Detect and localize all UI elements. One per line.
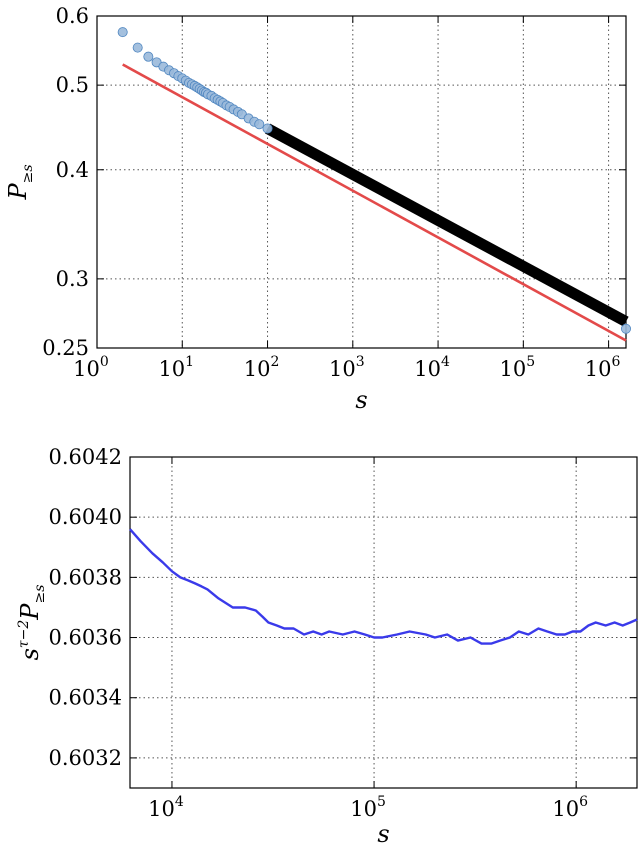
data-point	[132, 42, 143, 53]
x-axis-label: s	[355, 386, 367, 414]
x-tick-exponent: 3	[356, 354, 365, 370]
x-tick-label: 100	[73, 354, 109, 381]
data-layer	[129, 528, 638, 645]
y-tick-label: 0.6032	[49, 746, 122, 770]
x-tick-base: 10	[350, 797, 377, 821]
x-tick-exponent: 2	[270, 354, 279, 370]
y-tick-label: 0.3	[56, 267, 89, 291]
x-tick-label: 106	[585, 354, 621, 381]
x-tick-exponent: 6	[579, 794, 588, 810]
y-axis-label-superscript: τ−2	[16, 620, 32, 648]
x-tick-base: 10	[244, 357, 271, 381]
x-tick-base: 10	[414, 357, 441, 381]
x-tick-base: 10	[552, 797, 579, 821]
x-tick-exponent: 4	[175, 794, 184, 810]
y-tick-labels: 0.6032 0.6034 0.6036 0.6038 0.6040 0.6042	[49, 445, 122, 770]
y-tick-label: 0.6042	[49, 445, 122, 469]
x-tick-label: 104	[414, 354, 450, 381]
x-tick-base: 10	[585, 357, 612, 381]
plot-area	[129, 456, 638, 789]
x-tick-exponent: 0	[100, 354, 109, 370]
x-tick-exponent: 1	[185, 354, 194, 370]
y-tick-label: 0.4	[56, 158, 89, 182]
data-point	[262, 123, 273, 134]
x-tick-labels: 104 105 106	[148, 794, 588, 821]
data-point	[621, 323, 632, 334]
x-tick-base: 10	[500, 357, 527, 381]
y-axis-label-subscript: ≥s	[20, 164, 36, 183]
x-tick-exponent: 4	[441, 354, 450, 370]
y-axis-label-main-2: P	[16, 603, 44, 621]
x-tick-labels: 100 101 102 103 104 105 106	[73, 354, 620, 381]
data-point	[254, 119, 265, 130]
plot-area	[96, 15, 627, 349]
x-tick-base: 10	[329, 357, 356, 381]
x-tick-label: 105	[500, 354, 536, 381]
x-tick-base: 10	[148, 797, 175, 821]
x-tick-base: 10	[158, 357, 185, 381]
data-point	[143, 51, 154, 62]
x-tick-label: 106	[552, 794, 588, 821]
y-axis-label: P≥s	[4, 164, 36, 200]
y-axis-label-subscript: ≥s	[32, 585, 48, 604]
chart-cumulative-distribution: 100 101 102 103 104 105 106 0.250.30.40.50.6 s…	[4, 4, 632, 414]
y-axis-label: sτ−2P≥s	[16, 585, 48, 661]
chart-scaled-distribution: 104 105 106 0.60320.60340.60360.60380.6040…	[16, 445, 638, 846]
x-tick-label: 103	[329, 354, 365, 381]
y-tick-label: 0.6036	[49, 626, 122, 650]
x-tick-exponent: 5	[377, 794, 386, 810]
x-tick-label: 101	[158, 354, 194, 381]
x-tick-label: 105	[350, 794, 386, 821]
x-tick-label: 104	[148, 794, 184, 821]
data-line	[129, 528, 638, 645]
x-tick-exponent: 6	[612, 354, 621, 370]
y-axis-label-main: s	[16, 648, 44, 660]
y-tick-label: 0.6	[56, 4, 89, 28]
x-axis-label: s	[377, 820, 389, 846]
x-tick-exponent: 5	[526, 354, 535, 370]
data-point	[117, 27, 128, 38]
y-tick-label: 0.25	[42, 336, 89, 360]
y-tick-labels: 0.25 0.3 0.4 0.5 0.6	[42, 4, 89, 360]
grid-lines	[96, 15, 626, 349]
x-tick-label: 102	[244, 354, 280, 381]
dense-point-band	[264, 123, 629, 327]
y-tick-label: 0.6038	[49, 565, 122, 589]
x-tick-base: 10	[73, 357, 100, 381]
reference-line	[122, 63, 627, 342]
y-axis-label-main: P	[4, 183, 32, 201]
data-layer	[117, 27, 632, 342]
y-tick-label: 0.6034	[49, 686, 122, 710]
y-tick-label: 0.6040	[49, 505, 122, 529]
y-tick-label: 0.5	[56, 73, 89, 97]
